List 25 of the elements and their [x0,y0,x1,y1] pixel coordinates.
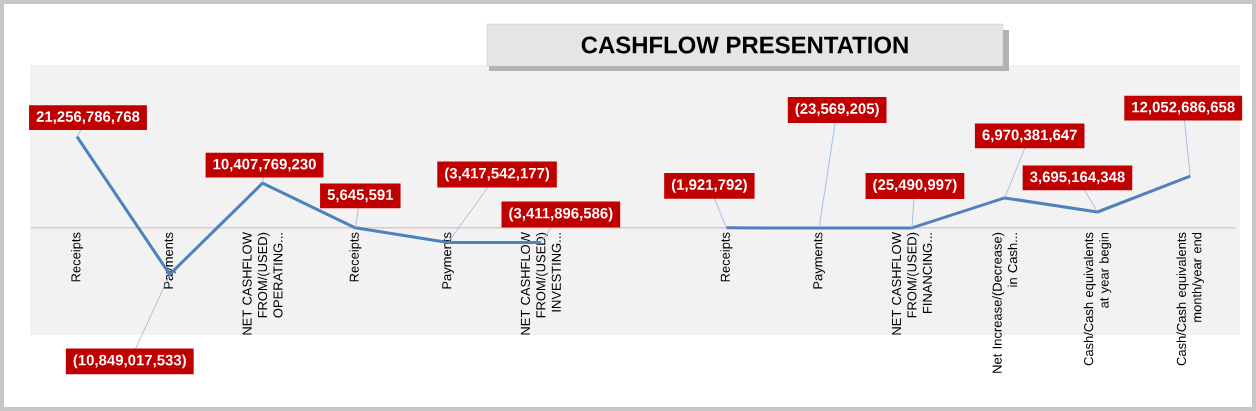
data-label: (10,849,017,533) [73,354,186,369]
x-tick-label: Payments [163,232,176,289]
chart-title: CASHFLOW PRESENTATION [581,36,908,54]
data-label: (25,490,997) [873,178,957,193]
data-label: (3,411,896,586) [509,207,613,222]
x-tick-label: Receipts [349,232,362,282]
x-tick-label: Receipts [70,232,84,282]
data-label: (23,569,205) [795,102,879,117]
data-label: 12,052,686,658 [1132,101,1235,115]
data-label: 3,695,164,348 [1030,171,1125,185]
x-tick-label: NET CASHFLOW FROM/(USED) INVESTING... [520,232,561,335]
data-label: 6,970,381,647 [982,129,1077,143]
data-label: (1,921,792) [671,178,747,193]
data-label: 5,645,591 [327,189,394,203]
x-tick-label: Receipts [720,232,733,282]
data-label: 10,407,769,230 [213,158,316,172]
x-tick-label: NET CASHFLOW FROM/(USED) FINANCING... [891,232,932,335]
x-tick-label: Net Increase/(Decrease) in Cash... [992,232,1018,373]
data-label: (3,417,542,177) [445,167,550,182]
x-tick-label: Cash/Cash equivalents at year begin [1083,232,1112,366]
data-label: 21,256,786,768 [36,111,140,124]
x-tick-label: Payments [813,232,825,289]
x-tick-label: Payments [442,232,454,289]
x-tick-label: NET CASHFLOW FROM/(USED) OPERATING... [242,232,283,335]
x-tick-label: Cash/Cash equivalents month/year end [1176,232,1204,366]
